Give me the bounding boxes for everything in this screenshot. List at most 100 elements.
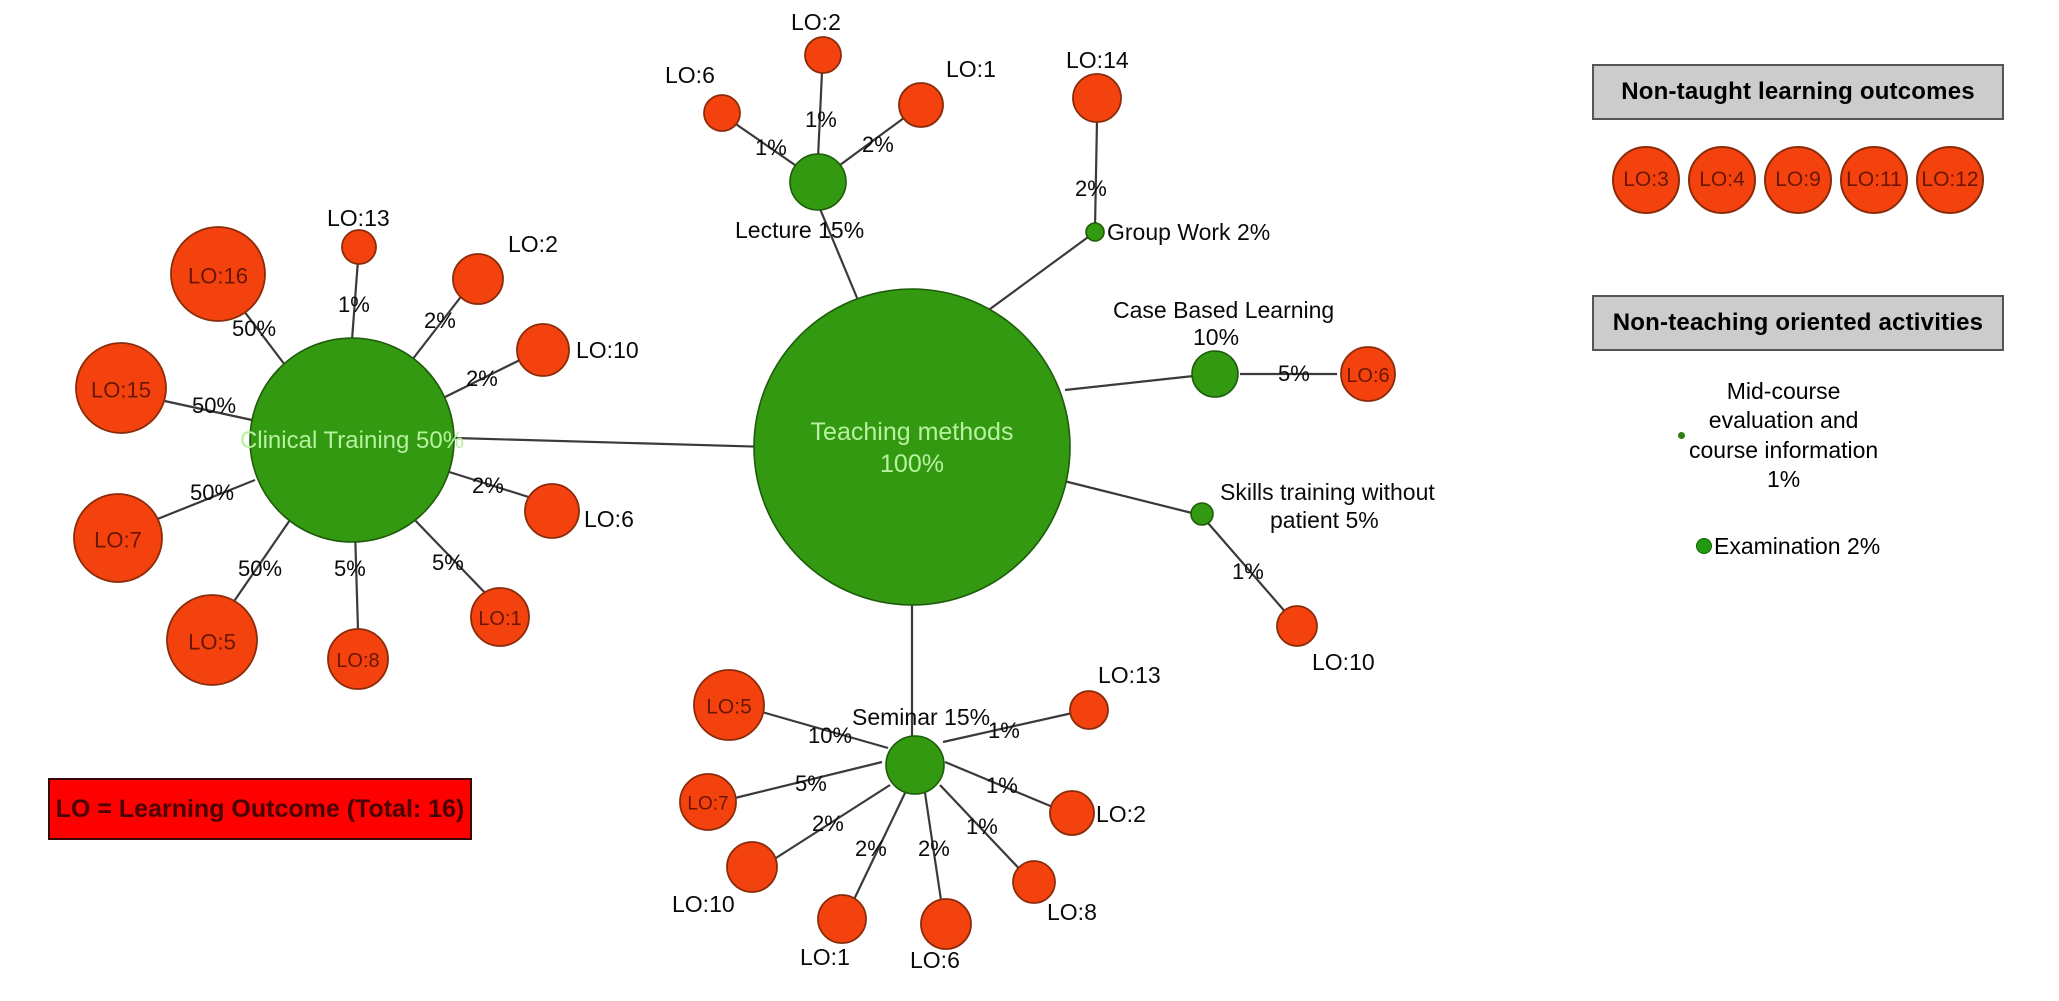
node-clinical-lo6[interactable] (524, 483, 580, 539)
label-clinical-lo7: LO:7 (94, 528, 142, 553)
midcourse-line4: 1% (1766, 466, 1801, 493)
node-group-work[interactable] (1085, 222, 1105, 242)
lo-legend-note-text: LO = Learning Outcome (Total: 16) (55, 794, 465, 823)
seminar-edges (734, 710, 1078, 921)
label-clinical-lo16: LO:16 (188, 264, 248, 289)
node-clinical-lo13[interactable] (341, 229, 377, 265)
label-casebased-line1: Case Based Learning (1113, 297, 1334, 323)
node-clinical-lo1[interactable] (470, 587, 530, 647)
label-clinical-lo10: LO:10 (576, 337, 639, 363)
node-clinical-lo7[interactable] (73, 493, 163, 583)
label-casebased-lo6: LO:6 (1346, 365, 1389, 387)
node-seminar-lo7[interactable] (679, 773, 737, 831)
label-group-work: Group Work 2% (1107, 219, 1270, 245)
node-clinical-lo8[interactable] (327, 628, 389, 690)
node-clinical-lo15[interactable] (75, 342, 167, 434)
edge-clinical-lo8 (353, 529, 360, 631)
pct-seminar-lo6: 2% (918, 836, 950, 861)
pct-clinical-lo1: 5% (432, 550, 464, 575)
pct-clinical-lo15: 50% (192, 393, 236, 418)
legend-nonteaching-title: Non-teaching oriented activities (1592, 295, 2004, 351)
legend-lo-circle[interactable]: LO:9 (1764, 146, 1832, 214)
node-seminar-lo5[interactable] (693, 669, 765, 741)
node-skills-training[interactable] (1190, 502, 1214, 526)
label-seminar-lo7: LO:7 (687, 794, 728, 815)
pct-seminar-lo7: 5% (795, 771, 827, 796)
label-seminar-lo1: LO:1 (800, 944, 850, 970)
label-lecture: Lecture 15% (735, 217, 864, 243)
node-clinical-training[interactable] (249, 337, 455, 543)
pct-clinical-lo16: 50% (232, 316, 276, 341)
label-seminar: Seminar 15% (852, 704, 990, 730)
edge-lecture-lo6 (729, 119, 796, 166)
edge-root-skills (1059, 478, 1201, 517)
node-lecture-lo1[interactable] (898, 82, 944, 128)
pct-seminar-lo13: 1% (988, 718, 1020, 743)
legend-nonteaching-panel: Non-teaching oriented activities Mid-cou… (1592, 295, 2004, 560)
edge-clinical-lo7 (154, 478, 256, 522)
node-clinical-lo16[interactable] (170, 226, 266, 322)
skills-edges (1207, 522, 1289, 616)
node-seminar-lo8[interactable] (1012, 860, 1056, 904)
pct-clinical-lo13: 1% (338, 292, 370, 317)
node-seminar-lo1[interactable] (817, 894, 867, 944)
edge-seminar-lo2 (944, 760, 1061, 812)
legend-nontaught-items: LO:3 LO:4 LO:9 LO:11 LO:12 (1592, 146, 2004, 214)
node-lecture-lo2[interactable] (804, 36, 842, 74)
edge-root-groupwork (974, 231, 1096, 321)
node-seminar-lo13[interactable] (1069, 690, 1109, 730)
node-seminar-lo6[interactable] (920, 898, 972, 950)
node-groupwork-lo14[interactable] (1072, 73, 1122, 123)
pct-seminar-lo8: 1% (966, 814, 998, 839)
legend-activity-midcourse-text: Mid-course evaluation and course informa… (1689, 377, 1878, 495)
node-seminar-lo10[interactable] (726, 841, 778, 893)
pct-seminar-lo2: 1% (986, 773, 1018, 798)
node-case-based-learning[interactable] (1191, 350, 1239, 398)
pct-lecture-lo6: 1% (755, 135, 787, 160)
pct-skills-lo10: 1% (1232, 559, 1264, 584)
label-skills-line2: patient 5% (1270, 507, 1379, 533)
label-clinical-training: Clinical Training 50% (240, 427, 464, 454)
legend-lo-circle[interactable]: LO:12 (1916, 146, 1984, 214)
node-clinical-lo5[interactable] (166, 594, 258, 686)
label-lecture-lo2: LO:2 (791, 9, 841, 35)
edge-clinical-lo10 (442, 354, 531, 399)
legend-lo-circle[interactable]: LO:3 (1612, 146, 1680, 214)
label-teaching-methods-line2: 100% (880, 450, 944, 478)
edge-root-clinical (454, 436, 771, 449)
node-seminar[interactable] (885, 735, 945, 795)
node-clinical-lo2[interactable] (452, 253, 504, 305)
edge-lecture-lo2 (816, 71, 824, 159)
edge-clinical-lo6 (442, 468, 539, 502)
edge-clinical-lo13 (350, 259, 360, 341)
pct-clinical-lo6: 2% (472, 473, 504, 498)
pct-clinical-lo7: 50% (190, 480, 234, 505)
edge-seminar-lo1 (847, 792, 906, 913)
edge-seminar-lo10 (764, 784, 891, 866)
node-seminar-lo2[interactable] (1049, 790, 1095, 836)
pct-clinical-lo5: 50% (238, 556, 282, 581)
node-lecture[interactable] (789, 153, 847, 211)
green-dot-icon (1678, 432, 1685, 440)
green-dot-icon (1696, 538, 1712, 555)
legend-lo-circle[interactable]: LO:11 (1840, 146, 1908, 214)
label-lecture-lo6: LO:6 (665, 62, 715, 88)
node-casebased-lo6[interactable] (1340, 346, 1396, 402)
root-edges (454, 203, 1213, 745)
midcourse-line3: course information (1689, 436, 1879, 463)
node-clinical-lo10[interactable] (516, 323, 570, 377)
node-lecture-lo6[interactable] (703, 94, 741, 132)
pct-casebased-lo6: 5% (1278, 361, 1310, 386)
pct-clinical-lo10: 2% (466, 366, 498, 391)
label-clinical-lo6: LO:6 (584, 506, 634, 532)
label-seminar-lo8: LO:8 (1047, 899, 1097, 925)
pct-seminar-lo10: 2% (812, 811, 844, 836)
node-skills-lo10[interactable] (1276, 605, 1318, 647)
legend-activity-midcourse[interactable]: Mid-course evaluation and course informa… (1592, 377, 2004, 495)
legend-lo-circle[interactable]: LO:4 (1688, 146, 1756, 214)
legend-activity-examination[interactable]: Examination 2% (1592, 533, 2004, 560)
node-teaching-methods[interactable] (753, 288, 1071, 606)
legend-activity-examination-text: Examination 2% (1714, 532, 1881, 559)
label-seminar-lo10: LO:10 (672, 891, 735, 917)
